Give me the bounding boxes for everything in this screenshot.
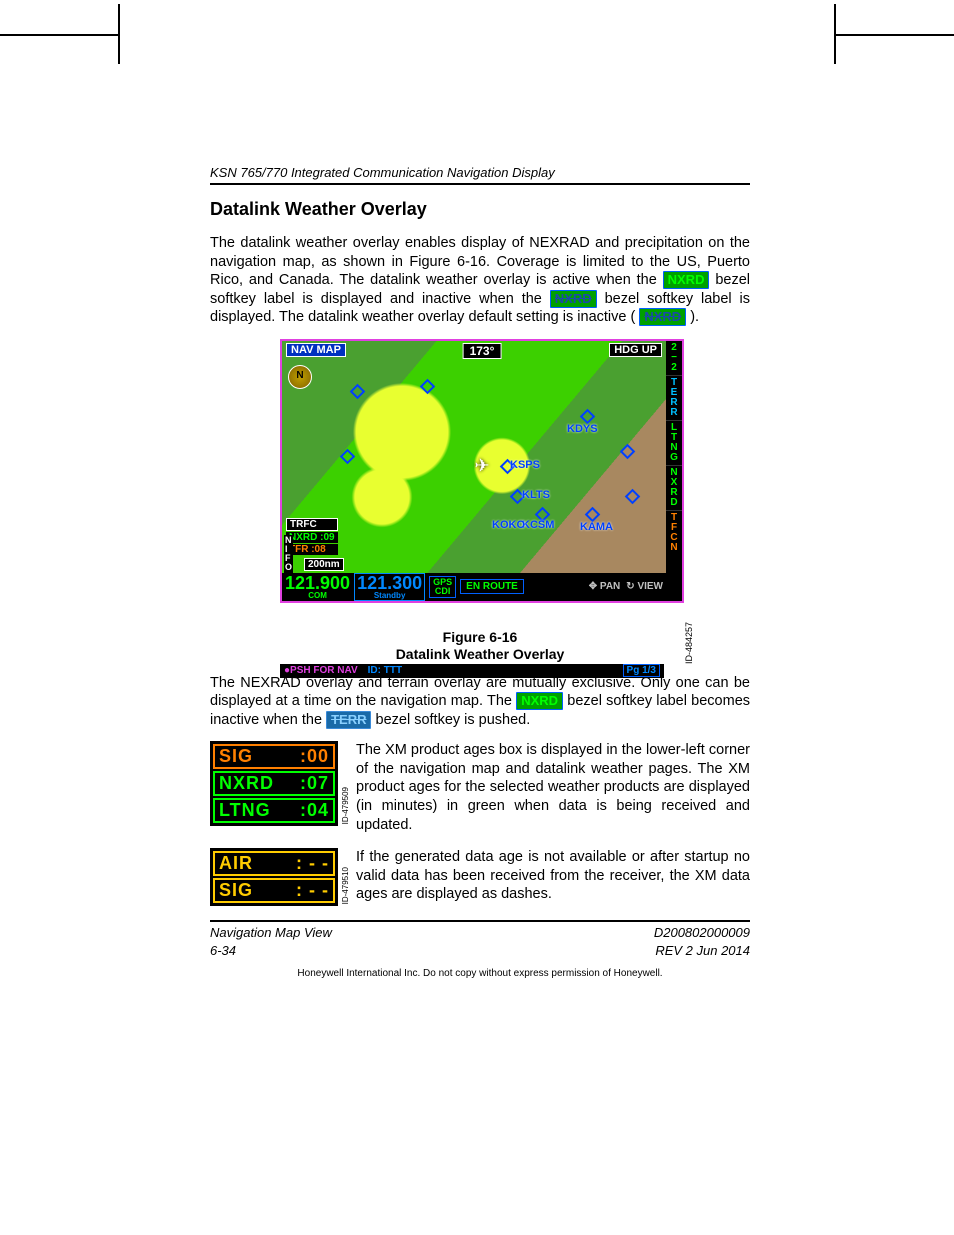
ages-green-id: ID-479509 — [341, 787, 350, 824]
section-title: Datalink Weather Overlay — [210, 199, 750, 220]
lb-nxrd: NXRD :09 — [286, 532, 338, 543]
footer-row-1: Navigation Map View D200802000009 — [210, 922, 750, 940]
nav-map-label: NAV MAP — [286, 343, 346, 357]
age-sig-val: :00 — [300, 746, 329, 767]
age-air-val: : - - — [296, 853, 329, 874]
figure-6-16: NAV MAP 173° HDG UP 2−2 TERR LTNG NXRD T… — [280, 339, 680, 664]
fig-cap-2: Datalink Weather Overlay — [396, 646, 565, 662]
figure-caption: Figure 6-16 Datalink Weather Overlay — [280, 629, 680, 664]
freq-active: 121.900 COM — [285, 574, 350, 600]
intro-paragraph: The datalink weather overlay enables dis… — [210, 234, 750, 327]
wpt-kcsm: KCSM — [522, 519, 554, 531]
p2c: bezel softkey is pushed. — [376, 712, 531, 728]
lb-trfc: TRFC — [286, 518, 338, 531]
rs-ltng: LTNG — [666, 421, 682, 466]
nav-sub-bar: ●PSH FOR NAV ID: TTT Pg 1/3 — [280, 664, 664, 678]
nav-bottom-bar: 121.900 COM 121.300 Standby GPS CDI EN R… — [282, 573, 666, 601]
softkey-nxrd-default: NXRD — [639, 308, 686, 326]
footer-right2: REV 2 Jun 2014 — [655, 943, 750, 958]
freq-standby-sub: Standby — [357, 592, 422, 600]
age-sig2: SIG : - - — [213, 878, 335, 903]
age-sig2-val: : - - — [296, 880, 329, 901]
ages-amber-para: If the generated data age is not availab… — [356, 848, 750, 904]
copyright: Honeywell International Inc. Do not copy… — [210, 968, 750, 979]
range-box: 200nm — [304, 558, 344, 571]
age-air-label: AIR — [219, 853, 253, 874]
ages-amber-row: AIR : - - SIG : - - ID-479510 If the gen… — [210, 848, 750, 906]
age-sig-label: SIG — [219, 746, 253, 767]
para-mutual-exclusive: The NEXRAD overlay and terrain overlay a… — [210, 674, 750, 730]
nav-status-boxes: TRFC NXRD :09 TFR :08 — [286, 518, 338, 555]
rs-nxrd: NXRD — [666, 466, 682, 511]
ages-green-box: SIG :00 NXRD :07 LTNG :04 ID-479509 — [210, 741, 338, 826]
footer-left2: 6-34 — [210, 943, 236, 958]
enroute-box: EN ROUTE — [460, 579, 524, 594]
running-header: KSN 765/770 Integrated Communication Nav… — [210, 165, 750, 185]
age-nxrd-val: :07 — [300, 773, 329, 794]
gps-sub: CDI — [435, 586, 451, 596]
freq-standby-val: 121.300 — [357, 573, 422, 593]
footer-left1: Navigation Map View — [210, 925, 332, 940]
nav-display: NAV MAP 173° HDG UP 2−2 TERR LTNG NXRD T… — [280, 339, 684, 603]
age-ltng-label: LTNG — [219, 800, 271, 821]
rs-terr: TERR — [666, 376, 682, 421]
rs-range: 2−2 — [666, 341, 682, 376]
softkey-terr: TERR — [326, 711, 371, 729]
page-indicator: Pg 1/3 — [623, 664, 660, 677]
pan-hint: ✥ PAN — [589, 581, 621, 592]
wpt-koko: KOKO — [492, 519, 525, 531]
nav-heading: 173° — [463, 343, 502, 359]
rs-tfcn: TFCN — [666, 511, 682, 555]
gps-cdi-box: GPS CDI — [429, 576, 456, 598]
view-hint: ↻ VIEW — [626, 581, 663, 592]
age-ltng-val: :04 — [300, 800, 329, 821]
softkey-nxrd-inactive: NXRD — [550, 290, 597, 308]
ages-green-para: The XM product ages box is displayed in … — [356, 741, 750, 834]
info-col: NIFO — [284, 535, 293, 573]
pan-view-hints: ✥ PAN ↻ VIEW — [589, 581, 663, 592]
wpt-kdys: KDYS — [567, 423, 598, 435]
wpt-klts: KLTS — [522, 489, 550, 501]
ages-amber-box: AIR : - - SIG : - - ID-479510 — [210, 848, 338, 906]
age-air: AIR : - - — [213, 851, 335, 876]
figure-id: ID-484257 — [684, 622, 694, 664]
footer-row-2: 6-34 REV 2 Jun 2014 — [210, 940, 750, 958]
age-sig2-label: SIG — [219, 880, 253, 901]
wpt-ksps: KSPS — [510, 459, 540, 471]
freq-active-val: 121.900 — [285, 573, 350, 593]
ownship-icon: ✈ — [474, 455, 489, 476]
psh-for-nav: ●PSH FOR NAV — [284, 665, 358, 676]
softkey-nxrd-active: NXRD — [663, 271, 710, 289]
freq-standby: 121.300 Standby — [354, 573, 425, 601]
age-sig: SIG :00 — [213, 744, 335, 769]
freq-active-sub: COM — [285, 592, 350, 600]
compass-icon: N — [288, 365, 312, 389]
age-nxrd-label: NXRD — [219, 773, 274, 794]
age-nxrd: NXRD :07 — [213, 771, 335, 796]
lb-tfr: TFR :08 — [286, 544, 338, 555]
p1d: ). — [690, 309, 699, 325]
fig-cap-1: Figure 6-16 — [443, 629, 518, 645]
id-line: ID: TTT — [368, 665, 402, 676]
ages-amber-id: ID-479510 — [341, 867, 350, 904]
age-ltng: LTNG :04 — [213, 798, 335, 823]
ages-green-row: SIG :00 NXRD :07 LTNG :04 ID-479509 The … — [210, 741, 750, 834]
footer-right1: D200802000009 — [654, 925, 750, 940]
nav-right-softkey-strip: 2−2 TERR LTNG NXRD TFCN — [666, 341, 682, 601]
nav-hdgup: HDG UP — [609, 343, 662, 357]
wpt-kama: KAMA — [580, 521, 613, 533]
softkey-nxrd-ref: NXRD — [516, 692, 563, 710]
